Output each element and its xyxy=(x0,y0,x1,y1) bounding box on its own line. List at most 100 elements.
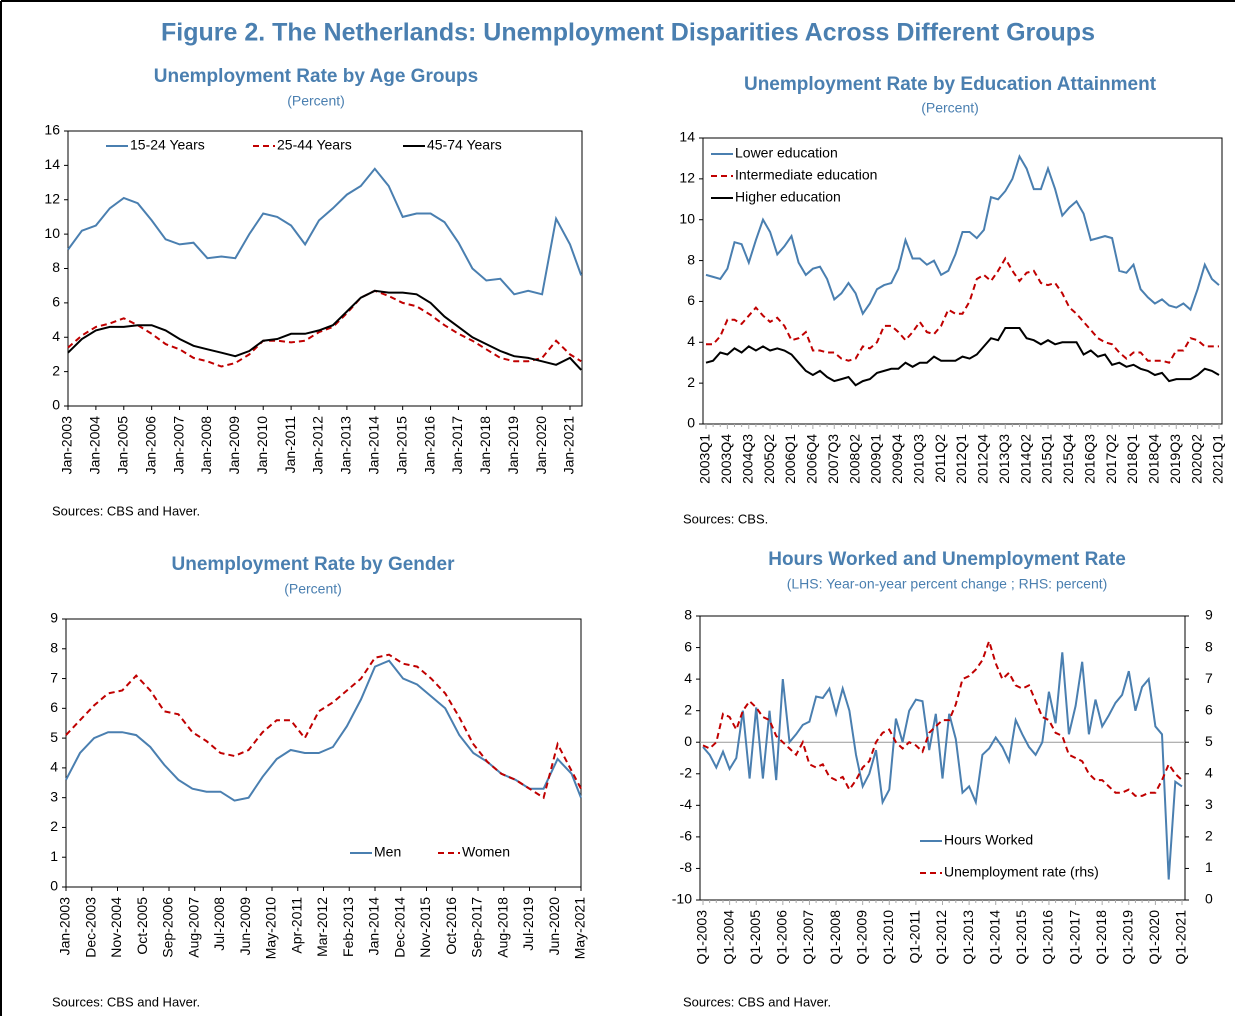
legend-label: Lower education xyxy=(735,145,838,161)
x-tick-label: 2013Q3 xyxy=(996,434,1012,484)
x-tick-label: 2006Q4 xyxy=(804,434,820,484)
x-tick-label: Jan-2014 xyxy=(366,897,382,956)
y2-tick-label: 3 xyxy=(1205,796,1213,812)
x-tick-label: 2021Q1 xyxy=(1210,434,1226,484)
legend-label: 15-24 Years xyxy=(130,137,205,153)
x-tick-label: Jan-2016 xyxy=(421,416,437,475)
x-tick-label: Sep-2006 xyxy=(160,897,176,958)
x-tick-label: 2017Q2 xyxy=(1103,434,1119,484)
x-tick-label: Q1-2016 xyxy=(1040,910,1056,965)
y-tick-label: -2 xyxy=(680,764,693,780)
x-tick-label: Jan-2009 xyxy=(226,416,242,475)
x-tick-label: Jan-2006 xyxy=(142,416,158,475)
y-tick-label: 0 xyxy=(684,733,692,749)
series-line xyxy=(65,653,582,800)
y-tick-label: 6 xyxy=(50,699,58,715)
x-tick-label: Q1-2011 xyxy=(907,910,923,964)
x-tick-label: Q1-2010 xyxy=(880,910,896,965)
x-tick-label: 2011Q2 xyxy=(932,434,948,483)
y2-tick-label: 9 xyxy=(1205,607,1213,623)
x-tick-label: Jan-2010 xyxy=(254,416,270,475)
x-tick-label: Jan-2003 xyxy=(59,416,75,475)
y-tick-label: 5 xyxy=(50,729,58,745)
plot-frame xyxy=(67,130,583,407)
y-tick-label: -6 xyxy=(680,828,693,844)
x-tick-label: Q1-2017 xyxy=(1066,910,1082,965)
legend-label: Women xyxy=(462,844,510,860)
y2-tick-label: 6 xyxy=(1205,701,1213,717)
source-note: Sources: CBS. xyxy=(683,511,768,526)
y2-tick-label: 8 xyxy=(1205,638,1213,654)
x-tick-label: Nov-2004 xyxy=(108,897,124,958)
x-tick-label: 2009Q1 xyxy=(868,434,884,484)
x-tick-label: Q1-2021 xyxy=(1173,910,1189,965)
y-tick-label: 10 xyxy=(44,225,60,241)
x-tick-label: 2010Q3 xyxy=(910,434,926,484)
x-tick-label: 2019Q3 xyxy=(1167,434,1183,484)
x-tick-label: Dec-2014 xyxy=(391,897,407,958)
x-tick-label: 2005Q2 xyxy=(761,434,777,484)
legend-label: Unemployment rate (rhs) xyxy=(944,864,1099,880)
x-tick-label: Q1-2013 xyxy=(960,910,976,965)
x-tick-label: Q1-2020 xyxy=(1146,910,1162,965)
x-tick-label: Jan-2017 xyxy=(449,416,465,475)
legend-label: 45-74 Years xyxy=(427,137,502,153)
y2-tick-label: 4 xyxy=(1205,764,1213,780)
y-tick-label: 7 xyxy=(50,669,58,685)
y-tick-label: 2 xyxy=(687,374,695,390)
x-tick-label: 2014Q2 xyxy=(1017,434,1033,484)
x-tick-label: 2018Q4 xyxy=(1146,434,1162,484)
chart-title: Unemployment Rate by Education Attainmen… xyxy=(744,74,1157,95)
y-tick-label: 4 xyxy=(52,328,60,344)
y-tick-label: 14 xyxy=(44,156,60,172)
y-tick-label: 16 xyxy=(44,122,60,138)
x-tick-label: Jan-2021 xyxy=(561,416,577,475)
x-tick-label: Jan-2014 xyxy=(365,416,381,475)
chart-title: Hours Worked and Unemployment Rate xyxy=(768,549,1126,570)
y2-tick-label: 7 xyxy=(1205,670,1213,686)
x-tick-label: Q1-2005 xyxy=(747,910,763,965)
x-tick-label: Jan-2012 xyxy=(310,416,326,475)
series-line xyxy=(702,637,1183,797)
x-tick-label: Jan-2005 xyxy=(114,416,130,475)
y-tick-label: -8 xyxy=(680,859,693,875)
x-tick-label: May-2021 xyxy=(572,897,588,959)
source-note: Sources: CBS and Haver. xyxy=(683,994,831,1009)
x-tick-label: 2007Q3 xyxy=(825,434,841,484)
series-line xyxy=(67,167,583,296)
y-tick-label: 8 xyxy=(50,639,58,655)
y2-tick-label: 1 xyxy=(1205,859,1213,875)
x-tick-label: Q1-2009 xyxy=(853,910,869,965)
y-tick-label: 0 xyxy=(50,878,58,894)
y-tick-label: -4 xyxy=(680,796,693,812)
y-tick-label: 3 xyxy=(50,788,58,804)
chart-subtitle: (Percent) xyxy=(921,100,979,116)
x-tick-label: 2016Q3 xyxy=(1081,434,1097,484)
x-tick-label: Q1-2006 xyxy=(774,910,790,965)
chart-title: Unemployment Rate by Age Groups xyxy=(154,66,478,87)
x-tick-label: 2015Q4 xyxy=(1060,434,1076,484)
x-tick-label: Aug-2018 xyxy=(494,897,510,958)
y-tick-label: 14 xyxy=(679,129,695,145)
y-tick-label: 8 xyxy=(52,259,60,275)
series-line xyxy=(67,289,582,371)
x-tick-label: Nov-2015 xyxy=(417,897,433,958)
x-tick-label: Feb-2013 xyxy=(340,897,356,957)
x-tick-label: 2012Q1 xyxy=(953,434,969,484)
y-tick-label: 2 xyxy=(684,701,692,717)
x-tick-label: 2020Q2 xyxy=(1188,434,1204,484)
x-tick-label: Q1-2012 xyxy=(933,910,949,965)
x-tick-label: 2015Q1 xyxy=(1039,434,1055,484)
y-tick-label: 1 xyxy=(50,848,58,864)
y-tick-label: 2 xyxy=(50,818,58,834)
x-tick-label: Jul-2019 xyxy=(520,897,536,951)
x-tick-label: Q1-2003 xyxy=(694,910,710,965)
chart-subtitle: (Percent) xyxy=(284,581,342,597)
y2-tick-label: 2 xyxy=(1205,828,1213,844)
chart-title: Unemployment Rate by Gender xyxy=(172,554,456,575)
y-tick-label: 6 xyxy=(52,294,60,310)
x-tick-label: Jan-2004 xyxy=(87,416,103,475)
x-tick-label: Apr-2011 xyxy=(288,897,304,954)
y-tick-label: 9 xyxy=(50,610,58,626)
y-tick-label: 4 xyxy=(684,670,692,686)
